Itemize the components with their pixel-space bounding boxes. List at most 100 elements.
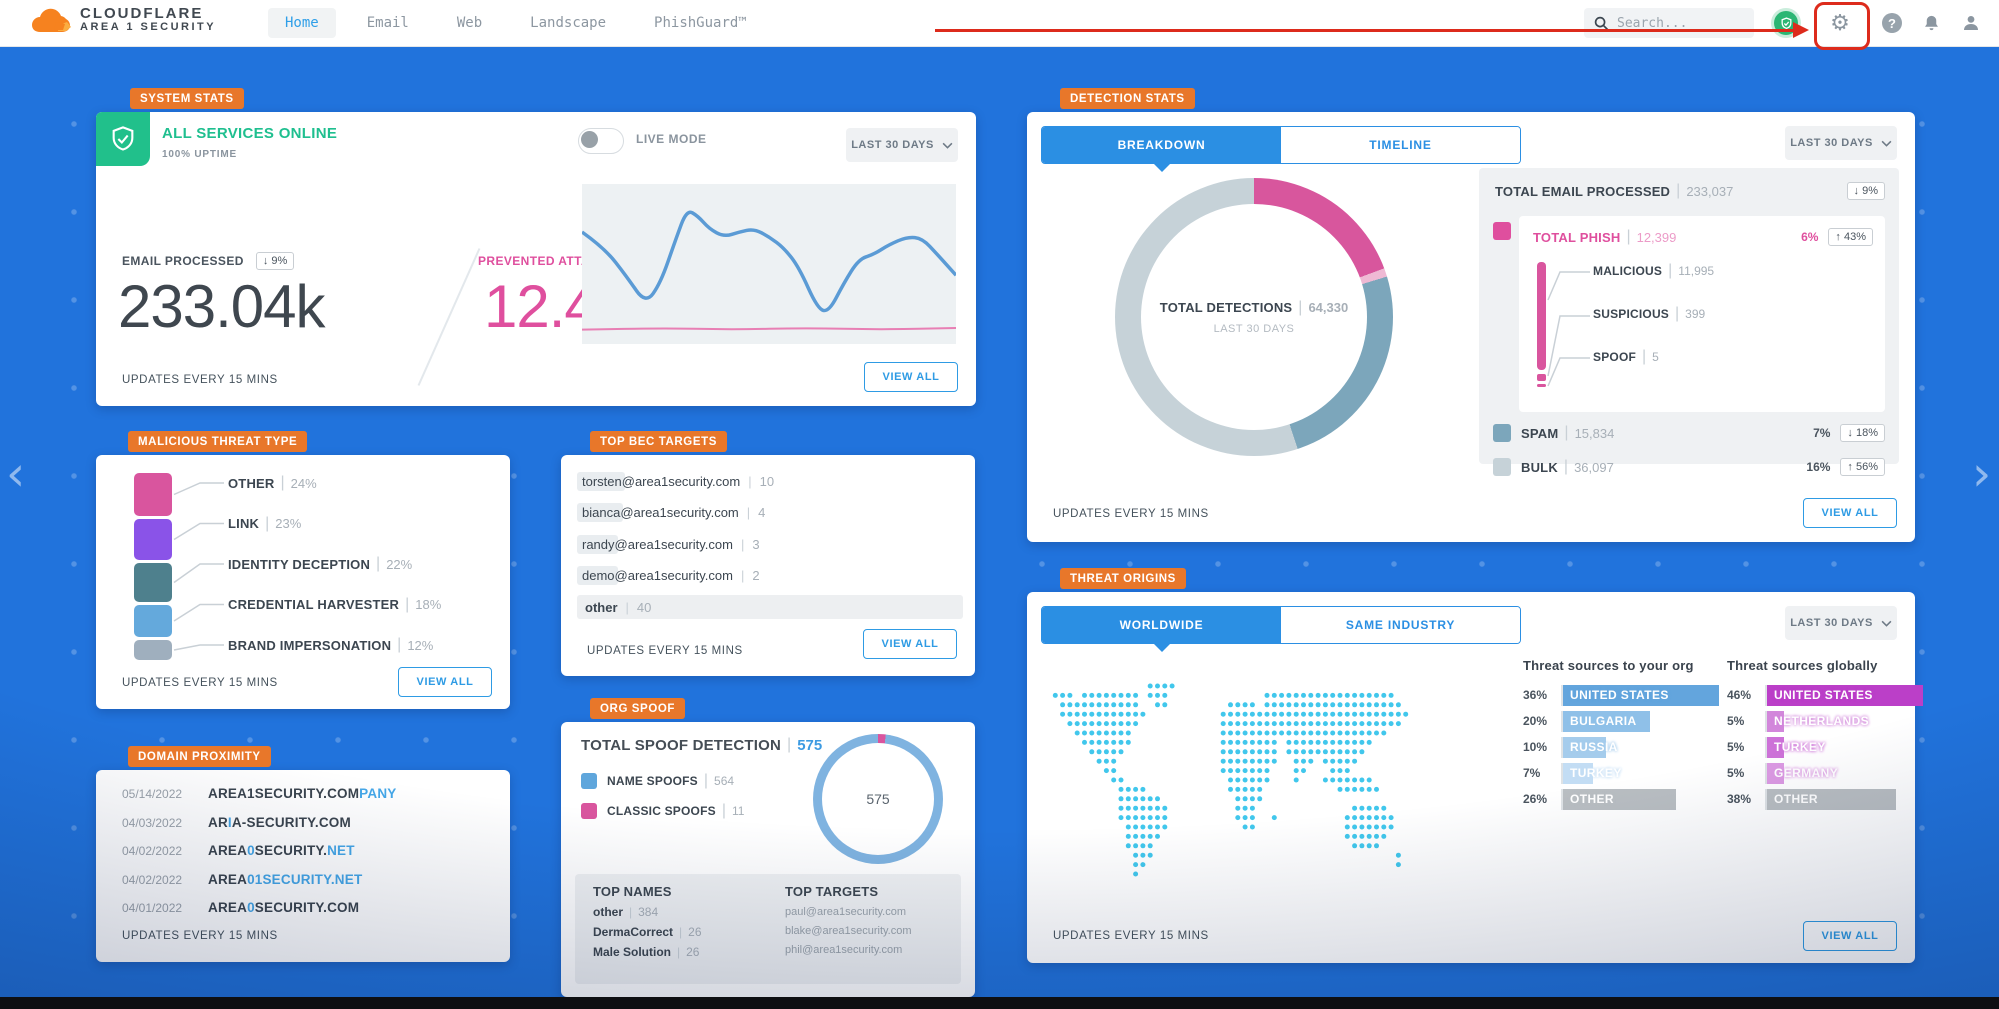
swatch <box>581 773 597 789</box>
notifications-bell-icon[interactable] <box>1922 14 1941 33</box>
threat-type-row: BRAND IMPERSONATION | 12% <box>228 636 434 653</box>
sys-range-value: LAST 30 DAYS <box>851 139 934 151</box>
threat-type-row: LINK | 23% <box>228 514 302 532</box>
next-page-chevron[interactable]: › <box>1972 446 1992 502</box>
brand-text: CLOUDFLARE AREA 1 SECURITY <box>80 6 216 33</box>
prevented-attacks-line <box>581 327 957 331</box>
thr-range-dropdown[interactable]: LAST 30 DAYS <box>1785 606 1897 640</box>
origin-bar-row: 7% TURKEY <box>1523 761 1721 785</box>
gear-icon[interactable]: ⚙ <box>1830 10 1850 35</box>
tab-worldwide[interactable]: WORLDWIDE <box>1042 607 1281 643</box>
bec-view-all-button[interactable]: VIEW ALL <box>863 629 957 659</box>
det-range-dropdown[interactable]: LAST 30 DAYS <box>1785 126 1897 160</box>
origin-bar <box>1767 710 1784 732</box>
top-targets-title: TOP TARGETS <box>785 884 879 899</box>
mal-view-all-button[interactable]: VIEW ALL <box>398 667 492 697</box>
origin-bar-track: NETHERLANDS <box>1765 710 1925 732</box>
domain-name[interactable]: AREA1SECURITY.COMPANY <box>208 786 397 801</box>
tab-timeline[interactable]: TIMELINE <box>1281 127 1520 163</box>
delta-badge: ↓ 18% <box>1840 424 1885 442</box>
domain-proximity-badge: DOMAIN PROXIMITY <box>128 746 271 767</box>
origin-bar-track: UNITED STATES <box>1765 684 1925 706</box>
origin-pct: 20% <box>1523 714 1548 728</box>
origin-bar-track: UNITED STATES <box>1561 684 1721 706</box>
origin-bar-track: GERMANY <box>1765 762 1925 784</box>
origin-country: OTHER <box>1774 791 1818 806</box>
threat-origins-card: WORLDWIDE SAME INDUSTRY LAST 30 DAYS Thre… <box>1027 592 1923 963</box>
total-phish-label: TOTAL PHISH <box>1533 229 1621 245</box>
threat-type-row: OTHER | 24% <box>228 474 317 491</box>
tab-same-industry[interactable]: SAME INDUSTRY <box>1281 607 1520 643</box>
origin-pct: 7% <box>1523 766 1541 780</box>
phish-swatch <box>1493 222 1511 240</box>
domain-row: 04/02/2022 AREA0SECURITY.NET <box>122 843 355 858</box>
detection-stats-badge: DETECTION STATS <box>1060 88 1195 109</box>
threat-origins-tabs: WORLDWIDE SAME INDUSTRY <box>1041 606 1521 644</box>
annotation-arrow-head <box>1793 22 1809 38</box>
domain-row: 05/14/2022 AREA1SECURITY.COMPANY <box>122 786 396 801</box>
origin-bar <box>1563 736 1606 758</box>
nav-item-web[interactable]: Web <box>456 15 483 31</box>
origin-bar <box>1563 684 1719 706</box>
domain-date: 04/03/2022 <box>122 815 183 830</box>
updates-note: UPDATES EVERY 15 MINS <box>1053 930 1209 942</box>
bec-target-row: torsten @area1security.com | 10 <box>577 469 774 493</box>
donut-center-label: TOTAL DETECTIONS <box>1159 300 1293 315</box>
origin-country: UNITED STATES <box>1774 687 1873 702</box>
origin-country: UNITED STATES <box>1570 687 1669 702</box>
dashboard-canvas: ‹ › SYSTEM STATS ALL SERVICES ONLINE 100… <box>0 46 1999 997</box>
nav-item-home[interactable]: Home <box>268 8 336 38</box>
nav-item-landscape[interactable]: Landscape <box>530 15 607 31</box>
annotation-highlight-rect <box>1814 2 1870 50</box>
top-target-row: paul@area1security.com <box>785 906 907 918</box>
domain-date: 04/01/2022 <box>122 901 183 915</box>
threat-segment-brand-impersonation <box>134 640 172 660</box>
domain-date: 04/02/2022 <box>122 844 183 858</box>
user-account-icon[interactable] <box>1961 13 1981 33</box>
det-view-all-button[interactable]: VIEW ALL <box>1803 498 1897 528</box>
updates-note: UPDATES EVERY 15 MINS <box>122 930 278 942</box>
origin-bar <box>1767 788 1896 810</box>
phish-bar-nub1 <box>1537 374 1546 381</box>
origin-bar-row: 5% GERMANY <box>1727 761 1925 785</box>
sys-view-all-button[interactable]: VIEW ALL <box>864 362 958 392</box>
malicious-threat-type-badge: MALICIOUS THREAT TYPE <box>128 431 308 452</box>
detection-tabs: BREAKDOWN TIMELINE <box>1041 126 1521 164</box>
total-phish-pct: 6% <box>1801 230 1819 244</box>
brand-logo[interactable]: CLOUDFLARE AREA 1 SECURITY <box>26 4 216 36</box>
domain-row: 04/03/2022 ARIA-SECURITY.COM <box>122 815 351 830</box>
detection-row-spam: SPAM | 15,834 7% ↓ 18% <box>1493 424 1885 442</box>
domain-name[interactable]: ARIA-SECURITY.COM <box>208 814 351 830</box>
origin-country: OTHER <box>1570 791 1614 806</box>
updates-note: UPDATES EVERY 15 MINS <box>122 374 278 386</box>
top-bec-targets-card: torsten @area1security.com | 10 bianca @area1… <box>561 455 975 676</box>
domain-name[interactable]: AREA0SECURITY.NET <box>208 843 355 858</box>
thr-view-all-button[interactable]: VIEW ALL <box>1803 921 1897 951</box>
origin-pct: 5% <box>1727 766 1745 780</box>
email-processed-label: EMAIL PROCESSED <box>122 254 244 268</box>
domain-date: 04/02/2022 <box>122 872 183 887</box>
origin-country: TURKEY <box>1570 765 1622 780</box>
threat-segment-identity-deception <box>134 563 172 602</box>
bec-target-row: bianca @area1security.com | 4 <box>577 501 765 525</box>
origin-bar <box>1563 762 1593 784</box>
origin-pct: 5% <box>1727 714 1745 728</box>
tab-breakdown[interactable]: BREAKDOWN <box>1042 127 1281 163</box>
nav-item-email[interactable]: Email <box>366 15 409 31</box>
previous-page-chevron[interactable]: ‹ <box>6 446 26 502</box>
origin-pct: 10% <box>1523 740 1548 754</box>
nav-item-phishguard[interactable]: PhishGuard™ <box>654 15 747 31</box>
help-icon[interactable]: ? <box>1882 13 1902 33</box>
brand-line2: AREA 1 SECURITY <box>80 21 217 34</box>
phish-bar-nub2 <box>1537 384 1546 387</box>
phish-sub-row: SPOOF | 5 <box>1593 348 1659 365</box>
sys-range-dropdown[interactable]: LAST 30 DAYS <box>846 128 958 162</box>
domain-name[interactable]: AREA01SECURITY.NET <box>208 871 363 887</box>
search-input[interactable]: Search... <box>1584 8 1754 38</box>
chevron-down-icon <box>1881 620 1892 627</box>
live-mode-toggle[interactable] <box>578 128 624 154</box>
system-stats-badge: SYSTEM STATS <box>130 88 244 109</box>
top-name-row: Male Solution | 26 <box>593 945 700 959</box>
domain-name[interactable]: AREA0SECURITY.COM <box>208 900 360 915</box>
